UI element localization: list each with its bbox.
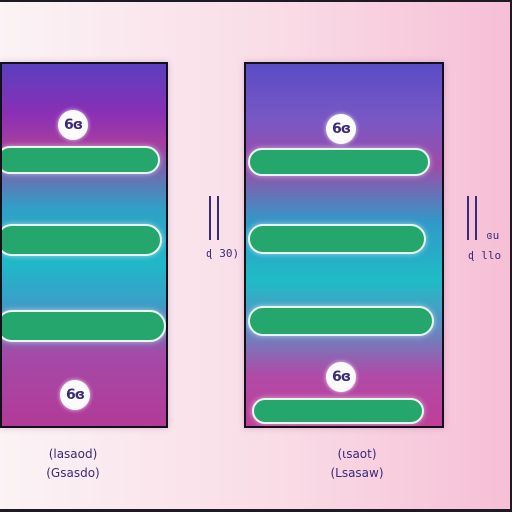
right-side-label-line2: ɖ llo	[468, 249, 502, 262]
left-caption-line2: (Gsasdo)	[46, 466, 100, 480]
left-bar-3[interactable]	[2, 310, 166, 342]
right-lower-badge: 6ɞ	[326, 362, 356, 392]
middle-side-label: ɖ 30)	[206, 247, 240, 260]
left-panel: 6ɞ 6ɞ	[0, 62, 168, 428]
right-bar-2[interactable]	[248, 224, 426, 254]
right-panel: 6ɞ 6ɞ	[244, 62, 444, 428]
right-bar-4[interactable]	[252, 398, 424, 424]
left-bottom-badge: 6ɞ	[60, 380, 90, 410]
right-bar-1[interactable]	[248, 148, 430, 176]
right-bar-3[interactable]	[248, 306, 434, 336]
middle-bracket-glyph	[209, 196, 219, 240]
left-caption-line1: (lasaod)	[48, 447, 98, 461]
left-bar-1[interactable]	[2, 146, 160, 174]
right-bracket-glyph	[467, 196, 477, 240]
left-top-badge: 6ɞ	[58, 110, 88, 140]
right-top-badge: 6ɞ	[326, 114, 356, 144]
left-bar-2[interactable]	[2, 224, 162, 256]
right-side-label-line1: ɞu	[486, 229, 500, 242]
right-caption-line2: (Lsasaw)	[330, 466, 384, 480]
right-caption-line1: (ɩsaot)	[337, 447, 377, 461]
